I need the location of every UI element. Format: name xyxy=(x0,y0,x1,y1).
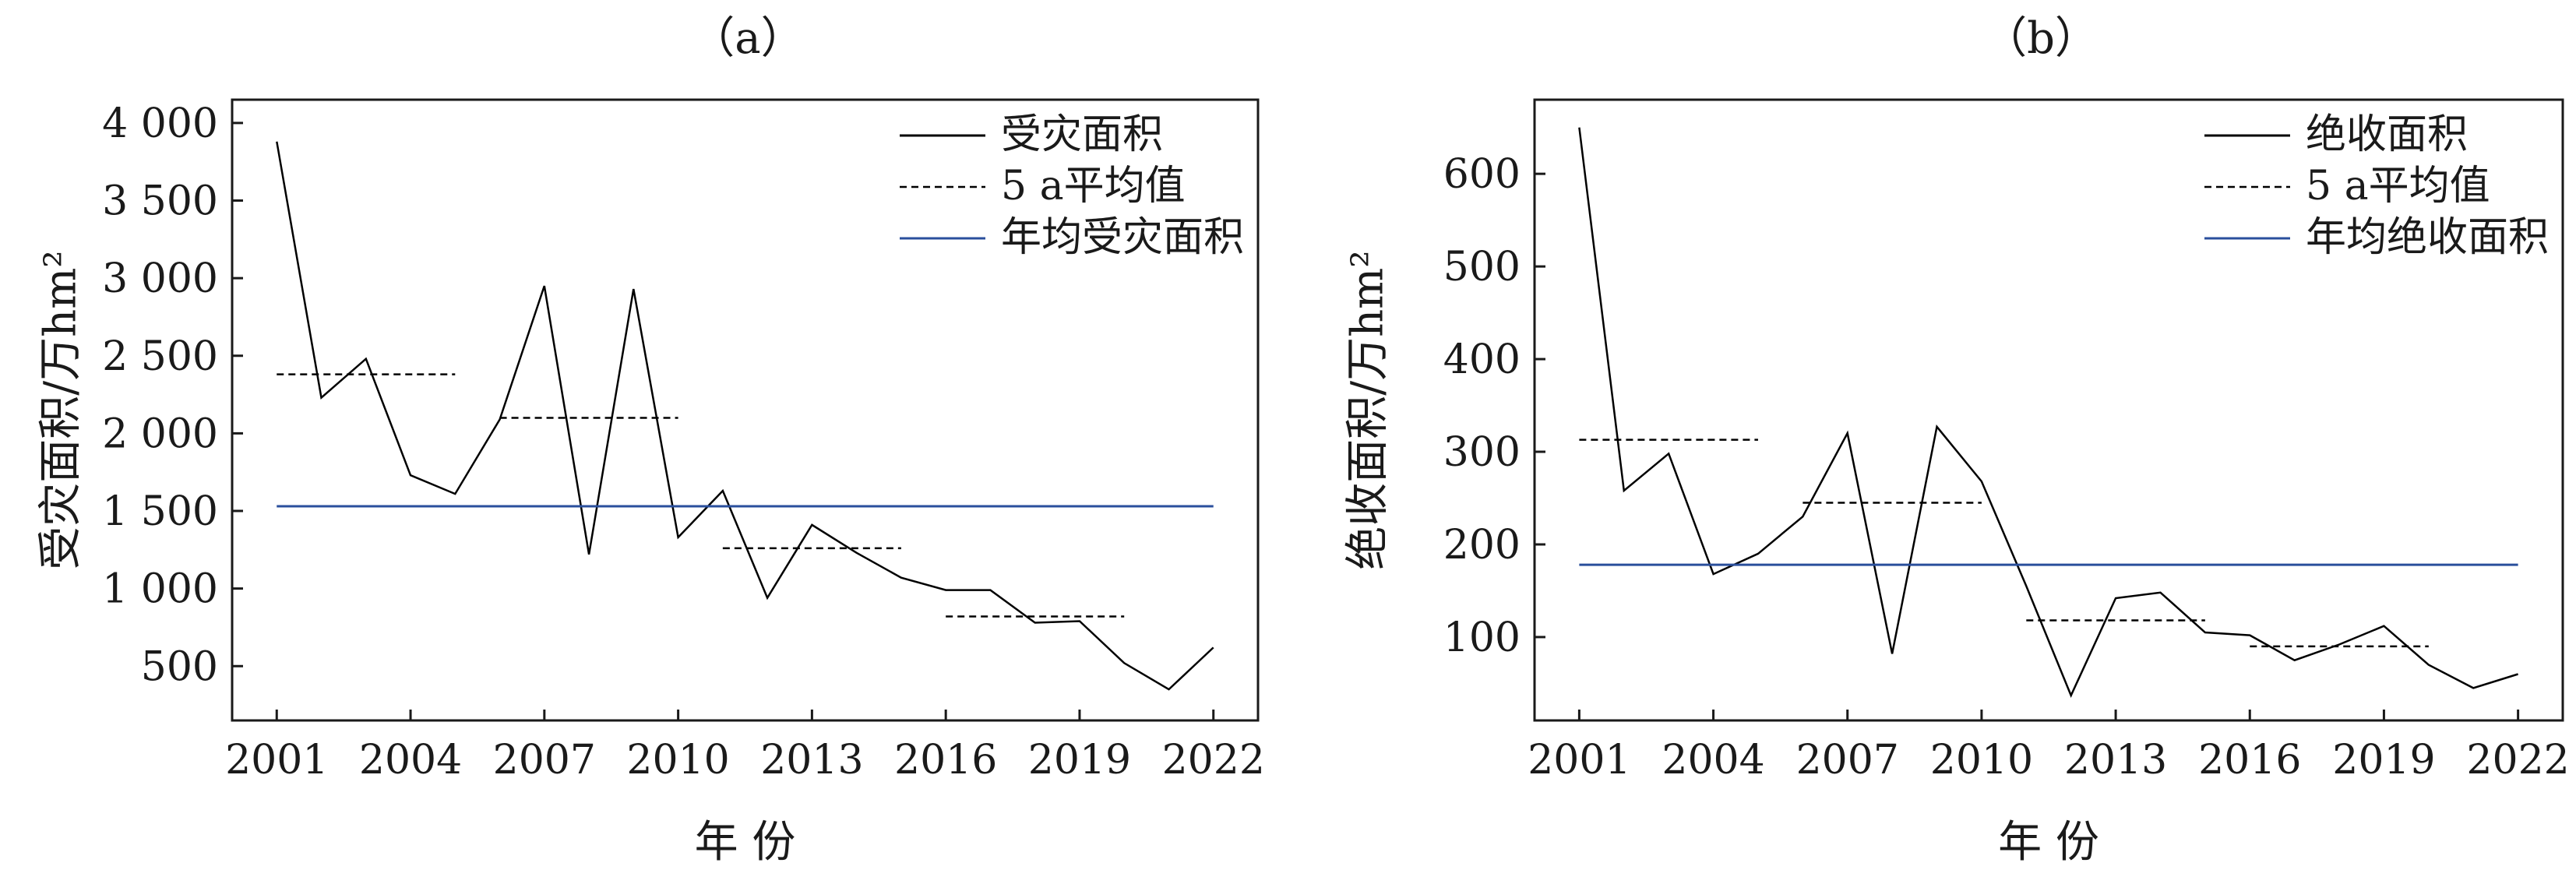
y-tick-label: 2 000 xyxy=(102,410,218,457)
x-tick-label: 2019 xyxy=(1028,737,1131,784)
x-tick-label: 2001 xyxy=(1528,737,1630,784)
x-tick-label: 2004 xyxy=(359,737,462,784)
x-tick-label: 2016 xyxy=(894,737,997,784)
series-line-annual xyxy=(276,141,1214,691)
legend-label: 5 a平均值 xyxy=(2306,163,2490,210)
y-axis-title: 受灾面积/万hm² xyxy=(36,250,86,569)
y-tick-label: 500 xyxy=(1443,244,1521,291)
x-tick-label: 2016 xyxy=(2198,737,2301,784)
y-tick-label: 500 xyxy=(141,643,218,690)
legend-label: 绝收面积 xyxy=(2306,111,2468,158)
x-tick-label: 2010 xyxy=(626,737,729,784)
plot-frame xyxy=(1533,98,2564,722)
y-tick-label: 3 000 xyxy=(102,255,218,302)
x-tick-label: 2022 xyxy=(2466,737,2569,784)
y-tick-label: 1 000 xyxy=(102,566,218,613)
x-tick-label: 2010 xyxy=(1930,737,2033,784)
chart-panel-b: （b） 2001 2004 2007 2010 2013 2016 2019 2022 100 20… xyxy=(1343,13,2570,868)
x-axis-title: 年 份 xyxy=(695,817,796,868)
legend-label: 受灾面积 xyxy=(1001,111,1163,158)
x-tick-label: 2022 xyxy=(1162,737,1265,784)
x-tick-label: 2007 xyxy=(1796,737,1899,784)
legend-label: 年均受灾面积 xyxy=(1001,214,1244,261)
legend-label: 年均绝收面积 xyxy=(2306,214,2549,261)
y-tick-label: 300 xyxy=(1443,429,1521,476)
plot-frame xyxy=(231,98,1260,722)
y-tick-label: 100 xyxy=(1443,615,1521,661)
x-tick-label: 2004 xyxy=(1662,737,1764,784)
y-axis-title: 绝收面积/万hm² xyxy=(1343,250,1394,569)
y-tick-label: 600 xyxy=(1443,151,1521,198)
x-tick-label: 2019 xyxy=(2332,737,2435,784)
y-tick-label: 2 500 xyxy=(102,333,218,380)
y-tick-label: 3 500 xyxy=(102,178,218,225)
y-tick-label: 400 xyxy=(1443,336,1521,383)
y-tick-label: 200 xyxy=(1443,522,1521,569)
y-tick-label: 4 000 xyxy=(102,100,218,147)
panel-label: （b） xyxy=(1983,13,2099,64)
x-axis-title: 年 份 xyxy=(1998,817,2099,868)
y-tick-label: 1 500 xyxy=(102,488,218,535)
x-tick-label: 2013 xyxy=(2064,737,2167,784)
series-line-annual xyxy=(1578,127,2518,699)
x-tick-label: 2013 xyxy=(760,737,863,784)
legend-label: 5 a平均值 xyxy=(1001,163,1186,210)
chart-panel-a: （a） 2001 2004 2007 2010 2013 2016 2019 2022 500 1 … xyxy=(36,13,1265,868)
x-tick-label: 2001 xyxy=(225,737,328,784)
panel-label: （a） xyxy=(691,13,804,64)
x-tick-label: 2007 xyxy=(493,737,596,784)
